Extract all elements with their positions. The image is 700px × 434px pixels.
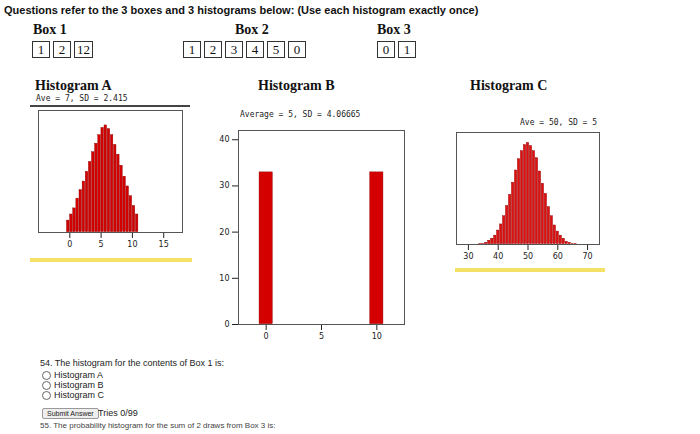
- svg-text:10: 10: [372, 332, 382, 341]
- svg-text:15: 15: [159, 240, 169, 249]
- svg-text:20: 20: [219, 228, 229, 237]
- html-text:Ave = 7, SD = 2.415: Ave = 7, SD = 2.415: [36, 94, 128, 103]
- html-text:1: 1: [37, 42, 45, 57]
- html-text:5: 5: [272, 42, 280, 57]
- html-text:Histogram A: Histogram A: [35, 78, 112, 93]
- html-text:54. The histogram for the cont: 54. The histogram for the contents of Bo…: [40, 358, 224, 368]
- html-text:4: 4: [251, 42, 259, 57]
- html-text:1: 1: [188, 42, 196, 57]
- svg-text:70: 70: [582, 252, 592, 261]
- html-text:1: 1: [403, 42, 411, 57]
- html-text:Average = 5, SD = 4.06665: Average = 5, SD = 4.06665: [240, 110, 361, 119]
- svg-text:5: 5: [99, 240, 104, 249]
- html-text:Histogram B: Histogram B: [258, 78, 335, 93]
- html-text:Box 2: Box 2: [235, 22, 269, 37]
- html-text:12: 12: [77, 42, 90, 57]
- svg-text:30: 30: [219, 181, 229, 190]
- html-text:Histogram C: Histogram C: [470, 78, 548, 93]
- html-text:Box 3: Box 3: [377, 22, 411, 37]
- html-text:0: 0: [293, 42, 301, 57]
- html-text:2: 2: [209, 42, 217, 57]
- svg-text:50: 50: [523, 252, 533, 261]
- html-text:Histogram B: Histogram B: [54, 380, 104, 390]
- svg-text:10: 10: [127, 240, 137, 249]
- html-text:0: 0: [382, 42, 390, 57]
- svg-text:40: 40: [219, 135, 229, 144]
- svg-text:5: 5: [319, 332, 324, 341]
- html-text:55. The probability histogram: 55. The probability histogram for the su…: [40, 421, 276, 430]
- svg-text:40: 40: [493, 252, 503, 261]
- html-text:Histogram C: Histogram C: [54, 390, 104, 400]
- html-text:2: 2: [58, 42, 66, 57]
- svg-text:0: 0: [264, 332, 269, 341]
- html-text:Tries 0/99: Tries 0/99: [98, 408, 138, 418]
- svg-text:0: 0: [67, 240, 72, 249]
- svg-text:10: 10: [219, 274, 229, 283]
- html-text:Histogram A: Histogram A: [54, 370, 103, 380]
- html-text:Box 1: Box 1: [33, 22, 67, 37]
- svg-text:60: 60: [553, 252, 563, 261]
- svg-text:0: 0: [224, 320, 229, 329]
- html-text:Questions refer to the 3 boxes: Questions refer to the 3 boxes and 3 his…: [4, 4, 479, 16]
- html-text:Submit Answer: Submit Answer: [47, 410, 94, 417]
- html-text:Ave = 50, SD = 5: Ave = 50, SD = 5: [520, 118, 598, 127]
- html-text:3: 3: [230, 42, 238, 57]
- svg-text:30: 30: [463, 252, 473, 261]
